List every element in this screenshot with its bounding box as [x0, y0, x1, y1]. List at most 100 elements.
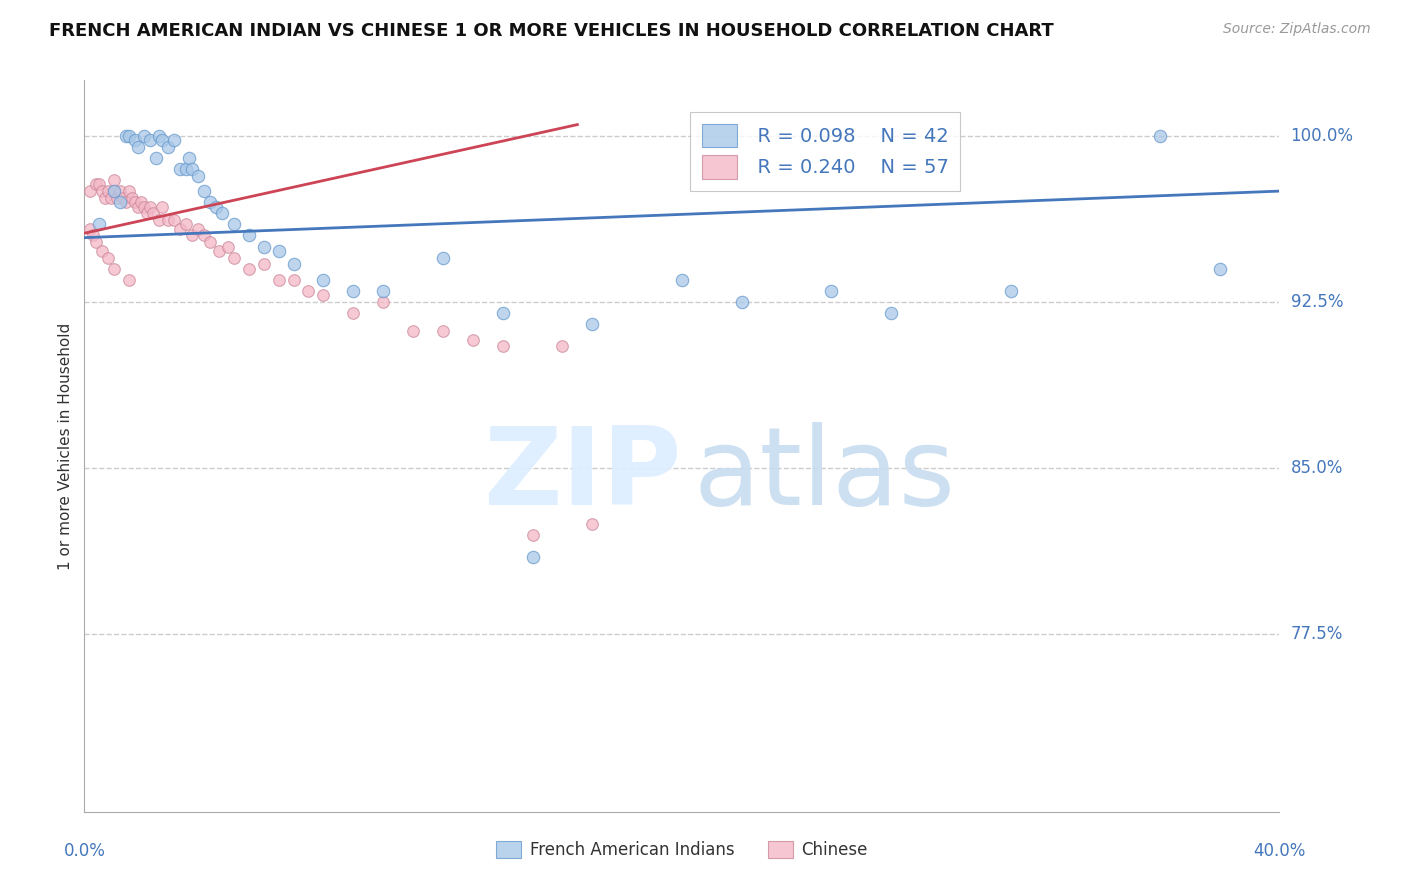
Point — [205, 200, 228, 214]
Point — [174, 161, 197, 176]
Point — [1000, 284, 1022, 298]
Point — [181, 161, 204, 176]
Point — [222, 251, 245, 265]
Point — [492, 306, 515, 320]
Point — [118, 273, 141, 287]
Point — [222, 218, 245, 232]
Point — [86, 178, 108, 192]
Point — [124, 195, 146, 210]
Point — [297, 284, 319, 298]
Text: 100.0%: 100.0% — [1291, 127, 1354, 145]
Point — [731, 294, 754, 309]
Point — [373, 294, 395, 309]
Point — [211, 206, 233, 220]
Point — [115, 195, 138, 210]
Point — [91, 244, 114, 258]
Point — [79, 221, 101, 235]
Point — [82, 228, 104, 243]
Point — [97, 184, 120, 198]
Point — [163, 133, 186, 147]
Point — [217, 239, 239, 253]
Point — [880, 306, 903, 320]
Point — [148, 128, 170, 143]
Point — [105, 191, 128, 205]
Point — [671, 273, 693, 287]
Point — [89, 178, 111, 192]
Text: 0.0%: 0.0% — [63, 842, 105, 860]
Point — [157, 140, 180, 154]
Point — [118, 184, 141, 198]
Point — [253, 257, 276, 271]
Point — [142, 206, 165, 220]
Point — [198, 235, 221, 249]
Point — [103, 173, 125, 187]
Point — [91, 184, 114, 198]
Point — [121, 191, 143, 205]
Text: 92.5%: 92.5% — [1291, 293, 1343, 311]
Point — [100, 191, 122, 205]
Y-axis label: 1 or more Vehicles in Household: 1 or more Vehicles in Household — [58, 322, 73, 570]
Point — [110, 184, 132, 198]
Point — [150, 133, 173, 147]
Text: atlas: atlas — [695, 422, 956, 528]
Point — [551, 339, 574, 353]
Point — [157, 213, 180, 227]
Point — [342, 284, 364, 298]
Point — [402, 324, 425, 338]
Point — [193, 228, 215, 243]
Point — [127, 200, 149, 214]
Point — [187, 169, 209, 183]
Point — [177, 151, 200, 165]
Point — [112, 191, 135, 205]
Point — [145, 151, 167, 165]
Point — [169, 161, 191, 176]
Point — [103, 184, 125, 198]
Point — [169, 221, 191, 235]
Point — [432, 324, 454, 338]
Point — [283, 273, 305, 287]
Point — [373, 284, 395, 298]
Point — [110, 195, 132, 210]
Text: Source: ZipAtlas.com: Source: ZipAtlas.com — [1223, 22, 1371, 37]
Point — [129, 195, 152, 210]
Text: 77.5%: 77.5% — [1291, 625, 1343, 643]
Point — [1149, 128, 1171, 143]
Point — [198, 195, 221, 210]
Text: ZIP: ZIP — [484, 422, 682, 528]
Point — [118, 128, 141, 143]
Point — [522, 549, 544, 564]
Point — [342, 306, 364, 320]
Point — [283, 257, 305, 271]
Point — [238, 228, 260, 243]
Point — [581, 516, 603, 531]
Point — [432, 251, 454, 265]
Point — [103, 184, 125, 198]
Point — [581, 317, 603, 331]
Point — [312, 273, 335, 287]
Point — [208, 244, 231, 258]
Point — [312, 288, 335, 302]
Point — [89, 218, 111, 232]
Point — [115, 128, 138, 143]
Point — [86, 235, 108, 249]
Point — [267, 244, 290, 258]
Point — [136, 206, 159, 220]
Point — [103, 261, 125, 276]
Point — [124, 133, 146, 147]
Point — [238, 261, 260, 276]
Point — [132, 128, 156, 143]
Point — [127, 140, 149, 154]
Point — [461, 333, 484, 347]
Point — [163, 213, 186, 227]
Point — [193, 184, 215, 198]
Point — [139, 200, 162, 214]
Text: FRENCH AMERICAN INDIAN VS CHINESE 1 OR MORE VEHICLES IN HOUSEHOLD CORRELATION CH: FRENCH AMERICAN INDIAN VS CHINESE 1 OR M… — [49, 22, 1054, 40]
Point — [1209, 261, 1232, 276]
Point — [150, 200, 173, 214]
Point — [267, 273, 290, 287]
Point — [79, 184, 101, 198]
Text: 40.0%: 40.0% — [1253, 842, 1306, 860]
Point — [492, 339, 515, 353]
Point — [181, 228, 204, 243]
Point — [148, 213, 170, 227]
